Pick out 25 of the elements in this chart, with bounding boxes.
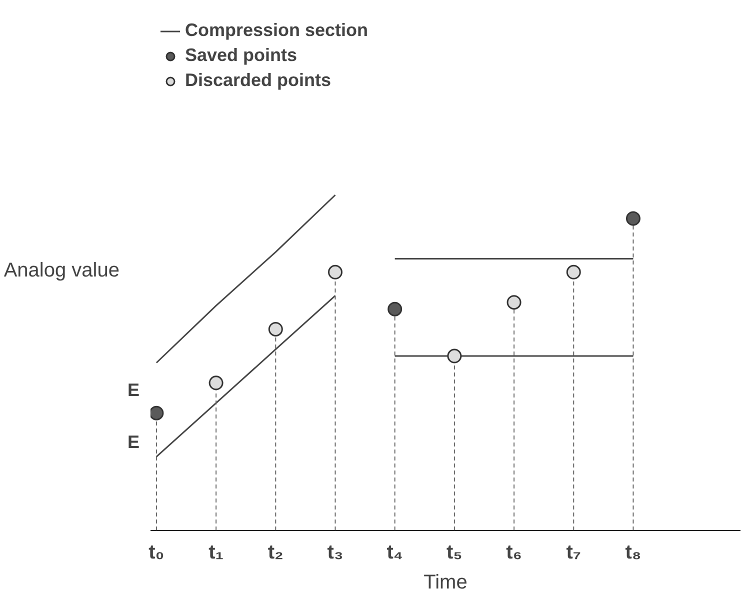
point xyxy=(328,264,342,280)
point xyxy=(208,376,224,390)
point xyxy=(388,302,402,316)
x-tick-label: t₈ xyxy=(625,542,642,564)
x-tick-label: t₂ xyxy=(268,542,284,564)
legend-label: Discarded points xyxy=(185,70,332,91)
x-axis-title: Time xyxy=(424,572,468,594)
x-tick-label: t₅ xyxy=(446,542,462,564)
y-axis-title: Analog value xyxy=(4,260,120,282)
x-tick-label: t₆ xyxy=(506,542,522,564)
point xyxy=(626,211,640,226)
x-tick-label: t₃ xyxy=(327,542,344,564)
point xyxy=(447,348,462,364)
annotation: E xyxy=(127,432,140,452)
x-tick-label: t₄ xyxy=(386,542,403,564)
x-tick-label: t₁ xyxy=(208,542,224,564)
annotation: E xyxy=(127,380,140,400)
legend-label: Compression section xyxy=(185,20,368,41)
x-tick-label: t₀ xyxy=(148,542,164,564)
point xyxy=(506,295,522,310)
x-tick-label: t₇ xyxy=(566,542,581,564)
legend-label: Saved points xyxy=(185,45,298,66)
point xyxy=(150,406,164,420)
point xyxy=(268,322,283,336)
point xyxy=(566,264,581,280)
